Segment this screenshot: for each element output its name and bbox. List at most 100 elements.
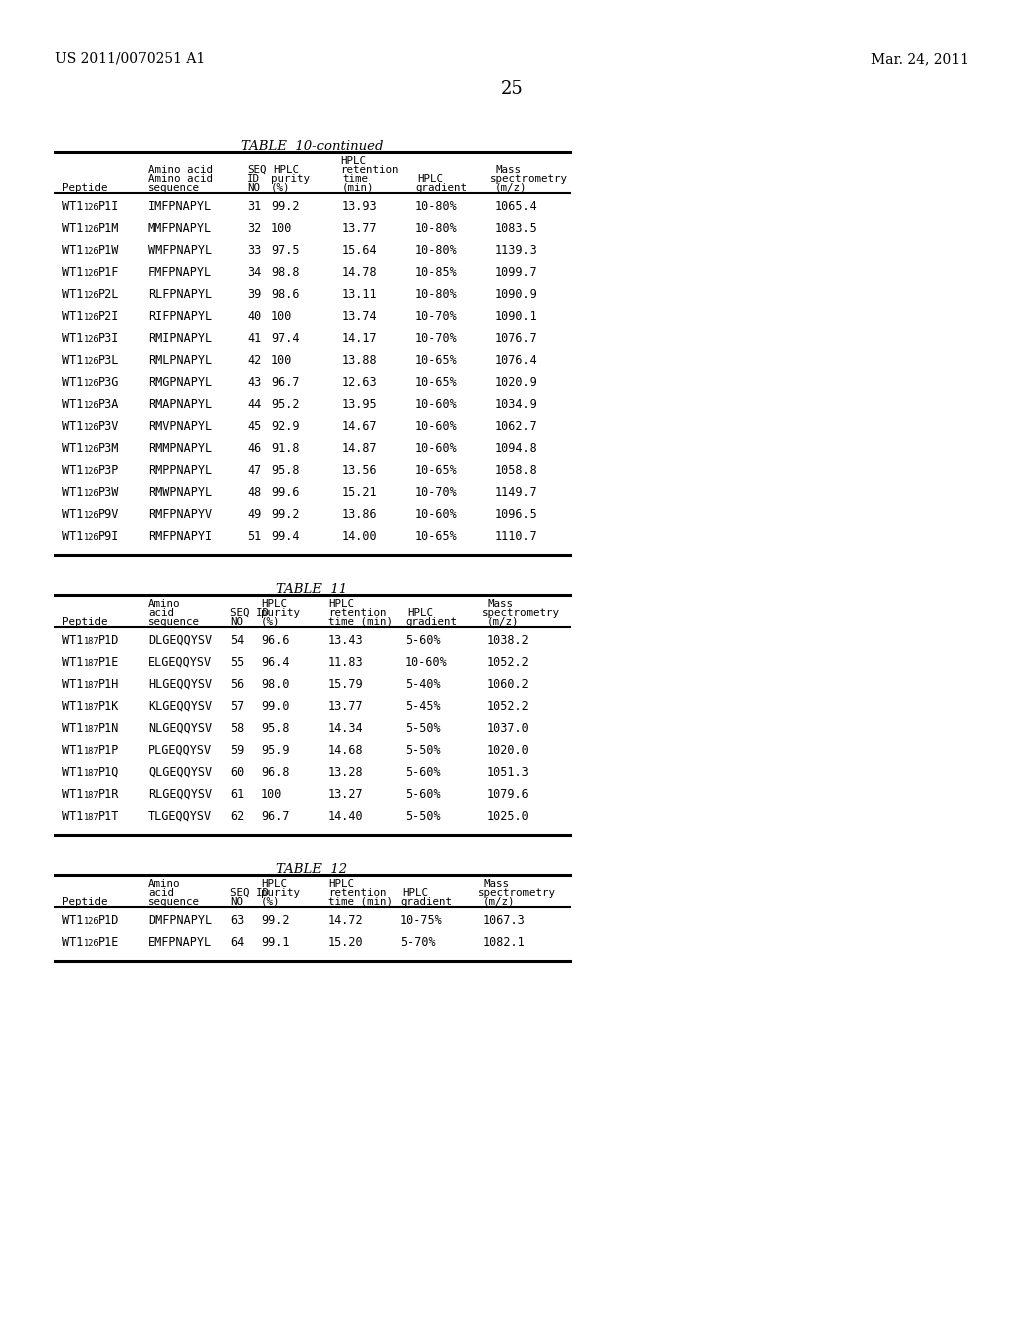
Text: 47: 47	[247, 465, 261, 477]
Text: (%): (%)	[271, 183, 291, 193]
Text: RLFPNAPYL: RLFPNAPYL	[148, 288, 212, 301]
Text: P9I: P9I	[98, 531, 120, 543]
Text: 13.28: 13.28	[328, 766, 364, 779]
Text: HPLC: HPLC	[402, 888, 428, 898]
Text: 42: 42	[247, 354, 261, 367]
Text: Mass: Mass	[495, 165, 521, 176]
Text: P3P: P3P	[98, 465, 120, 477]
Text: 34: 34	[247, 267, 261, 279]
Text: 126: 126	[84, 290, 99, 300]
Text: HLGEQQYSV: HLGEQQYSV	[148, 678, 212, 690]
Text: 126: 126	[84, 247, 99, 256]
Text: 10-60%: 10-60%	[406, 656, 447, 669]
Text: WT1: WT1	[62, 399, 83, 411]
Text: 187: 187	[84, 659, 99, 668]
Text: WT1: WT1	[62, 634, 83, 647]
Text: TABLE  11: TABLE 11	[276, 583, 347, 597]
Text: 100: 100	[271, 310, 293, 323]
Text: P1R: P1R	[98, 788, 120, 801]
Text: WT1: WT1	[62, 936, 83, 949]
Text: WT1: WT1	[62, 333, 83, 345]
Text: 187: 187	[84, 638, 99, 645]
Text: 126: 126	[84, 401, 99, 411]
Text: 13.93: 13.93	[342, 201, 378, 213]
Text: 10-85%: 10-85%	[415, 267, 458, 279]
Text: P1W: P1W	[98, 244, 120, 257]
Text: 10-60%: 10-60%	[415, 420, 458, 433]
Text: IMFPNAPYL: IMFPNAPYL	[148, 201, 212, 213]
Text: HPLC: HPLC	[417, 174, 443, 183]
Text: SEQ ID: SEQ ID	[230, 888, 269, 898]
Text: 56: 56	[230, 678, 245, 690]
Text: 1079.6: 1079.6	[487, 788, 529, 801]
Text: 55: 55	[230, 656, 245, 669]
Text: HPLC: HPLC	[340, 156, 366, 166]
Text: P3L: P3L	[98, 354, 120, 367]
Text: WT1: WT1	[62, 744, 83, 756]
Text: P9V: P9V	[98, 508, 120, 521]
Text: 10-65%: 10-65%	[415, 531, 458, 543]
Text: P1D: P1D	[98, 913, 120, 927]
Text: WT1: WT1	[62, 376, 83, 389]
Text: 97.4: 97.4	[271, 333, 299, 345]
Text: (m/z): (m/z)	[495, 183, 527, 193]
Text: retention: retention	[328, 888, 386, 898]
Text: acid: acid	[148, 888, 174, 898]
Text: 5-50%: 5-50%	[406, 722, 440, 735]
Text: 1051.3: 1051.3	[487, 766, 529, 779]
Text: 44: 44	[247, 399, 261, 411]
Text: WT1: WT1	[62, 354, 83, 367]
Text: 5-50%: 5-50%	[406, 810, 440, 822]
Text: 187: 187	[84, 791, 99, 800]
Text: 10-65%: 10-65%	[415, 465, 458, 477]
Text: 187: 187	[84, 681, 99, 690]
Text: 14.40: 14.40	[328, 810, 364, 822]
Text: 1149.7: 1149.7	[495, 486, 538, 499]
Text: 15.79: 15.79	[328, 678, 364, 690]
Text: P1N: P1N	[98, 722, 120, 735]
Text: 10-70%: 10-70%	[415, 333, 458, 345]
Text: 1083.5: 1083.5	[495, 222, 538, 235]
Text: 10-65%: 10-65%	[415, 354, 458, 367]
Text: HPLC: HPLC	[261, 879, 287, 888]
Text: 126: 126	[84, 313, 99, 322]
Text: 99.2: 99.2	[271, 201, 299, 213]
Text: time (min): time (min)	[328, 898, 393, 907]
Text: Mass: Mass	[483, 879, 509, 888]
Text: 32: 32	[247, 222, 261, 235]
Text: RMFPNAPYI: RMFPNAPYI	[148, 531, 212, 543]
Text: Amino: Amino	[148, 599, 180, 609]
Text: gradient: gradient	[415, 183, 467, 193]
Text: 126: 126	[84, 917, 99, 927]
Text: Mass: Mass	[487, 599, 513, 609]
Text: 15.64: 15.64	[342, 244, 378, 257]
Text: 100: 100	[271, 354, 293, 367]
Text: 13.43: 13.43	[328, 634, 364, 647]
Text: 99.6: 99.6	[271, 486, 299, 499]
Text: (%): (%)	[261, 898, 281, 907]
Text: 13.88: 13.88	[342, 354, 378, 367]
Text: WT1: WT1	[62, 722, 83, 735]
Text: 40: 40	[247, 310, 261, 323]
Text: 1052.2: 1052.2	[487, 656, 529, 669]
Text: (min): (min)	[342, 183, 375, 193]
Text: WT1: WT1	[62, 788, 83, 801]
Text: WT1: WT1	[62, 766, 83, 779]
Text: KLGEQQYSV: KLGEQQYSV	[148, 700, 212, 713]
Text: 5-70%: 5-70%	[400, 936, 435, 949]
Text: WT1: WT1	[62, 222, 83, 235]
Text: 99.0: 99.0	[261, 700, 290, 713]
Text: 5-60%: 5-60%	[406, 634, 440, 647]
Text: sequence: sequence	[148, 616, 200, 627]
Text: RMIPNAPYL: RMIPNAPYL	[148, 333, 212, 345]
Text: 126: 126	[84, 356, 99, 366]
Text: 1090.9: 1090.9	[495, 288, 538, 301]
Text: 5-40%: 5-40%	[406, 678, 440, 690]
Text: TABLE  10-continued: TABLE 10-continued	[241, 140, 383, 153]
Text: 1062.7: 1062.7	[495, 420, 538, 433]
Text: P1F: P1F	[98, 267, 120, 279]
Text: HPLC: HPLC	[261, 599, 287, 609]
Text: P1Q: P1Q	[98, 766, 120, 779]
Text: 1099.7: 1099.7	[495, 267, 538, 279]
Text: 126: 126	[84, 203, 99, 213]
